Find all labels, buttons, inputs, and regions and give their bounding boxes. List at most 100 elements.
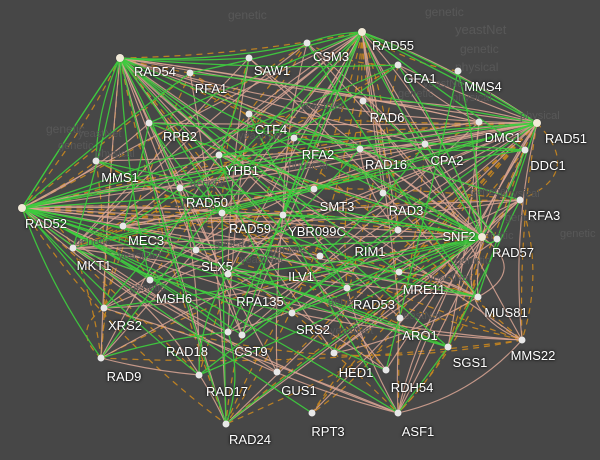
graph-edge [241,229,399,336]
graph-edge [119,57,523,341]
graph-node-asf1[interactable] [394,409,402,417]
graph-node-rim1[interactable] [394,226,402,234]
graph-node-rad55[interactable] [358,28,366,36]
graph-node-mms4[interactable] [454,67,462,75]
graph-edge [361,31,538,124]
graph-edge [275,137,295,373]
graph-edge [119,57,400,273]
graph-edge [481,149,526,238]
graph-edge [195,249,387,371]
graph-node-rad53[interactable] [343,284,351,292]
graph-edge [100,331,229,359]
graph-edge [21,122,150,209]
graph-node-mkt1[interactable] [69,244,77,252]
graph-node-hed1[interactable] [330,349,338,357]
graph-node-rad24[interactable] [222,420,230,428]
graph-node-mms1[interactable] [92,157,100,165]
graph-node-rad59[interactable] [218,209,226,217]
graph-edge [21,207,523,341]
graph-edge [179,122,538,189]
graph-edge [21,199,521,223]
graph-node-rdh54[interactable] [382,366,390,374]
graph-node-ybr099c[interactable] [279,211,287,219]
graph-node-rpa135[interactable] [224,270,232,278]
graph-edge [100,225,124,359]
graph-node-yhb1[interactable] [215,151,223,159]
graph-node-cpa2[interactable] [421,140,429,148]
graph-edge [95,57,121,162]
graph-edge [520,122,538,341]
graph-node-ilv1[interactable] [316,252,324,260]
graph-node-aro1[interactable] [396,314,404,322]
graph-edge [248,57,479,298]
graph-edge [218,154,293,314]
graph-edge [103,72,191,309]
graph-edge [477,122,538,298]
graph-node-rad18[interactable] [238,331,246,339]
graph-node-rad6[interactable] [359,97,367,105]
graph-edge [218,122,538,156]
graph-node-srs2[interactable] [288,309,296,317]
graph-node-snf2[interactable] [478,233,486,241]
graph-node-gus1[interactable] [273,368,281,376]
graph-node-mre11[interactable] [395,268,403,276]
graph-node-rad51[interactable] [533,119,541,127]
graph-edge [21,207,399,414]
graph-edge [148,31,363,124]
graph-edge [221,212,483,238]
graph-edge [21,64,399,209]
graph-edge [225,334,243,425]
graph-node-sgs1[interactable] [444,343,452,351]
graph-node-rad9[interactable] [97,354,105,362]
graph-edge [21,121,480,209]
graph-node-rad52[interactable] [18,204,26,212]
graph-node-rad3[interactable] [379,189,387,197]
graph-node-smt3[interactable] [310,185,318,193]
graph-node-xrs2[interactable] [100,304,108,312]
graph-node-msh6[interactable] [146,276,154,284]
graph-edge [21,72,191,209]
graph-node-rpb2[interactable] [145,119,153,127]
graph-edge [225,236,483,425]
graph-node-rfa3[interactable] [516,196,524,204]
graph-edge [119,42,308,60]
graph-node-rad50[interactable] [176,184,184,192]
graph-edge [519,199,534,341]
graph-edge [103,236,483,309]
graph-node-rfa1[interactable] [186,69,194,77]
graph-node-rpt3[interactable] [308,409,316,417]
graph-edge [21,207,278,373]
graph-edge [189,72,483,238]
graph-edge [119,57,197,251]
graph-edge [72,31,363,249]
graph-edge [333,149,526,354]
graph-node-rad54[interactable] [116,54,124,62]
graph-node-slx5[interactable] [192,246,200,254]
graph-edge [119,57,348,289]
graph-edge [21,207,449,348]
graph-edge [221,122,538,214]
graph-node-mec3[interactable] [119,222,127,230]
graph-edge [333,199,521,354]
graph-edge [477,296,523,341]
graph-node-saw1[interactable] [245,54,253,62]
graph-edge [397,346,449,414]
graph-edge [198,122,538,376]
graph-edge [198,236,483,376]
graph-node-gfa1[interactable] [394,61,402,69]
graph-node-rad16[interactable] [356,145,364,153]
graph-node-rad57[interactable] [493,235,501,243]
graph-node-rad17[interactable] [195,371,203,379]
graph-edge [361,31,526,151]
graph-edge [198,273,229,376]
graph-node-ddc1[interactable] [521,146,529,154]
graph-node-ctf4[interactable] [245,110,253,118]
graph-node-cst9[interactable] [224,328,232,336]
graph-node-csm3[interactable] [303,39,311,47]
graph-node-rfa2[interactable] [290,134,298,142]
graph-node-dmc1[interactable] [475,118,483,126]
graph-node-mms22[interactable] [518,336,526,344]
graph-node-mus81[interactable] [474,293,482,301]
graph-edge [333,238,498,354]
